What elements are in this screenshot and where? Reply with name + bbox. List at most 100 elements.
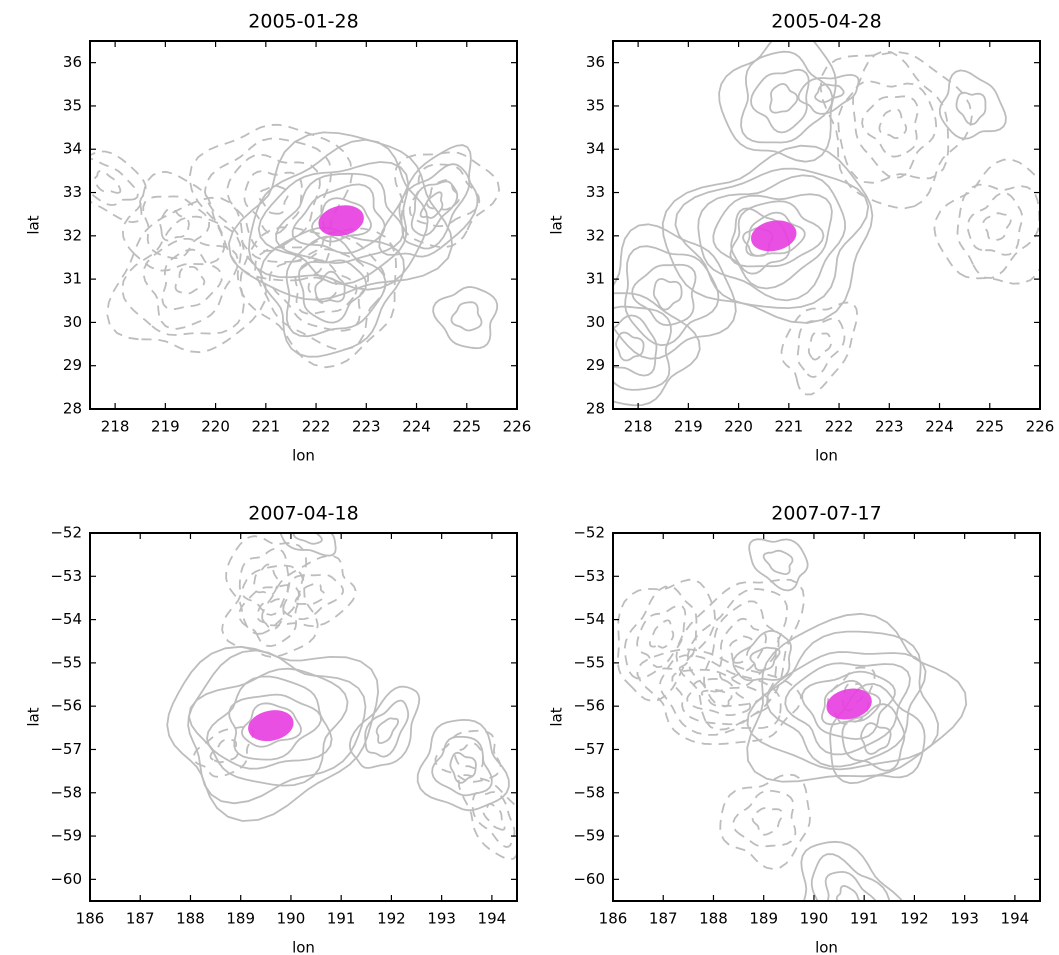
contour-line <box>228 693 322 761</box>
contour-line <box>398 163 471 250</box>
contour-line <box>378 144 479 258</box>
x-tick-label: 191 <box>850 910 879 928</box>
contour-line <box>718 617 768 682</box>
contour-line <box>227 131 454 301</box>
contour-line <box>613 223 737 360</box>
y-tick-label: −57 <box>573 740 605 758</box>
x-tick-label: 225 <box>452 418 481 436</box>
contour-line <box>860 722 892 755</box>
y-tick-label: 32 <box>586 226 605 244</box>
y-tick-label: −54 <box>50 610 82 628</box>
y-tick-label: −54 <box>573 610 605 628</box>
contour-line <box>814 83 845 104</box>
contour-line <box>933 158 1040 285</box>
y-tick-label: −56 <box>573 697 605 715</box>
y-tick-label: −59 <box>573 827 605 845</box>
contour-line <box>188 123 354 282</box>
eddy <box>248 710 294 742</box>
contour-line <box>375 717 400 745</box>
contour-line <box>161 248 223 311</box>
contour-line <box>966 192 1024 256</box>
contour-line <box>982 212 1012 242</box>
y-axis-label: lat <box>25 707 43 726</box>
contour-line <box>174 266 206 295</box>
y-tick-label: −55 <box>50 653 82 671</box>
contour-line <box>841 703 906 772</box>
contour-line <box>434 729 502 783</box>
eddy <box>751 220 797 252</box>
contour-line <box>624 245 720 347</box>
y-tick-label: −53 <box>573 567 605 585</box>
x-axis-label: lon <box>815 939 838 955</box>
contour-line <box>159 207 190 242</box>
y-axis-label: lat <box>548 707 566 726</box>
contour-line <box>291 183 386 255</box>
y-axis-label: lat <box>548 215 566 234</box>
y-tick-label: 30 <box>63 313 82 331</box>
contour-line <box>729 200 825 268</box>
x-tick-label: 190 <box>277 910 306 928</box>
y-tick-label: 28 <box>586 400 605 418</box>
eddy <box>826 688 872 720</box>
eddy <box>318 205 364 237</box>
contour-line <box>285 235 387 338</box>
contour-line <box>648 619 675 649</box>
contour-line <box>253 563 279 596</box>
y-tick-label: 35 <box>586 96 605 114</box>
y-tick-label: 33 <box>586 183 605 201</box>
contour-line <box>121 170 226 272</box>
y-tick-label: 33 <box>63 183 82 201</box>
contour-line <box>90 157 139 207</box>
y-tick-label: 28 <box>63 400 82 418</box>
contour-line <box>314 270 346 303</box>
x-tick-label: 226 <box>503 418 532 436</box>
panel: 218 219 220 221 222 223 224 225 226 28 29 30 31 32 33 3… <box>548 11 1055 465</box>
y-tick-label: −52 <box>573 524 605 542</box>
y-tick-label: 34 <box>586 140 605 158</box>
contour-line <box>746 612 968 783</box>
x-axis-label: lon <box>815 447 838 465</box>
contour-line <box>750 68 810 134</box>
contour-line <box>631 263 697 327</box>
plot-area <box>90 123 501 369</box>
contour-line <box>257 184 289 215</box>
contour-line <box>686 588 789 707</box>
y-tick-label: −59 <box>50 827 82 845</box>
contour-line <box>700 688 733 708</box>
plot-area <box>616 538 968 901</box>
contour-line <box>732 629 792 682</box>
contour-line <box>780 301 859 396</box>
contour-line <box>279 533 337 557</box>
contour-line <box>807 331 833 361</box>
chart-title: 2007-07-17 <box>771 503 881 525</box>
plot-area <box>166 533 517 861</box>
y-axis-label: lat <box>25 215 43 234</box>
contour-line <box>800 840 904 901</box>
contour-line <box>762 549 794 576</box>
contour-line <box>419 191 444 219</box>
contour-line <box>824 870 877 901</box>
y-tick-label: −60 <box>50 870 82 888</box>
contour-line <box>297 259 368 324</box>
contour-line <box>652 277 683 311</box>
contour-line <box>142 195 211 259</box>
contour-line <box>938 69 1007 140</box>
contour-line <box>751 807 784 836</box>
contour-line <box>482 803 506 831</box>
panel: 218 219 220 221 222 223 224 225 226 28 29 30 31 32 33 3… <box>25 11 532 465</box>
x-tick-label: 220 <box>201 418 230 436</box>
x-tick-label: 223 <box>352 418 381 436</box>
contour-line <box>829 682 926 785</box>
contour-line <box>416 718 510 812</box>
y-tick-label: −55 <box>573 653 605 671</box>
y-tick-label: 30 <box>586 313 605 331</box>
x-tick-label: 194 <box>478 910 507 928</box>
contour-line <box>748 538 809 592</box>
y-tick-label: 36 <box>63 53 82 71</box>
contour-line <box>93 169 122 194</box>
x-axis-label: lon <box>292 447 315 465</box>
axes-frame <box>612 532 1041 902</box>
contour-line <box>307 276 338 304</box>
x-tick-label: 218 <box>101 418 130 436</box>
x-tick-label: 193 <box>950 910 979 928</box>
